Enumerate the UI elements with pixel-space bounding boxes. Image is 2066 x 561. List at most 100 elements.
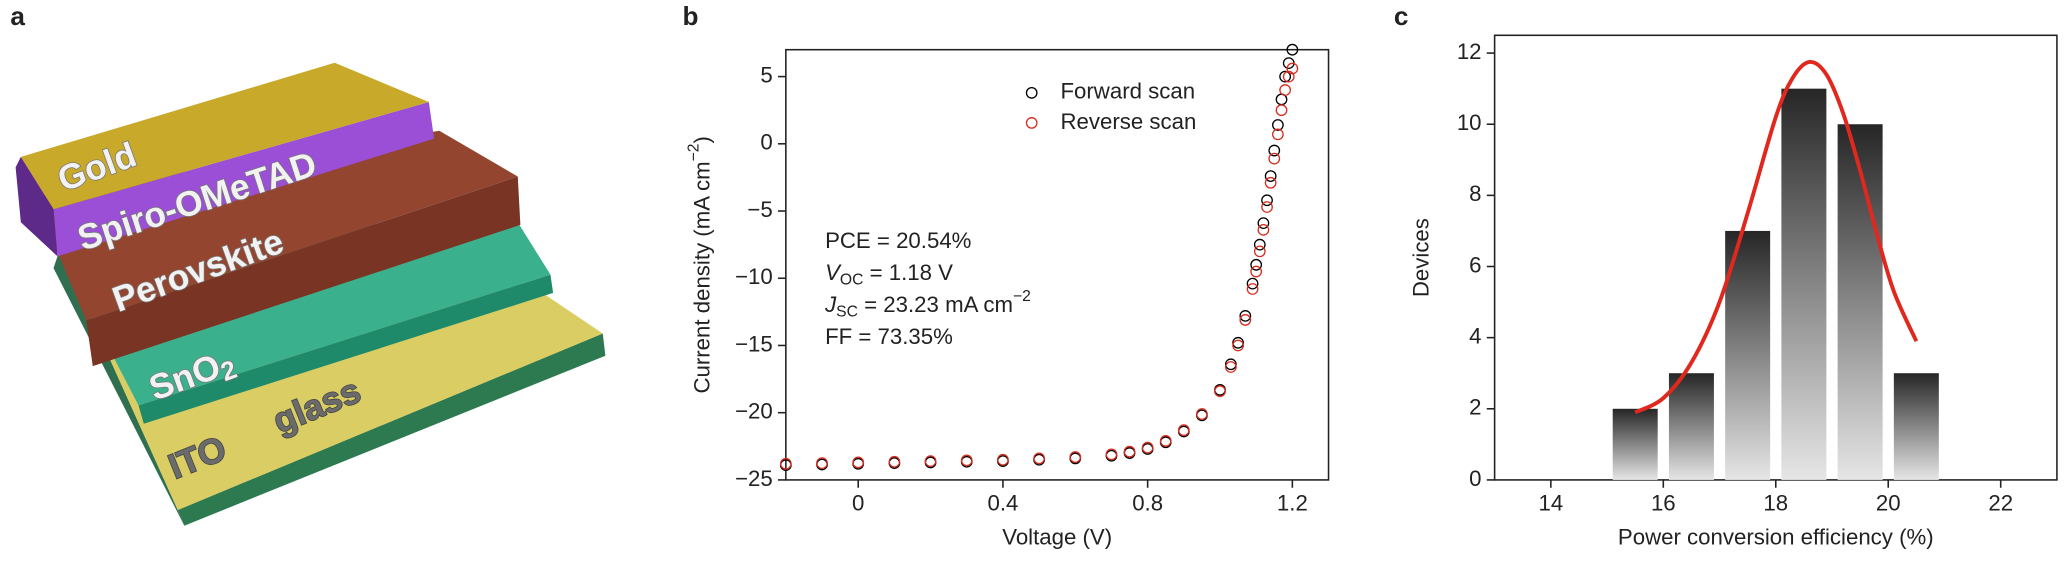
data-point — [1268, 152, 1281, 165]
data-point — [1275, 104, 1288, 117]
annotation-sub: SC — [836, 304, 858, 321]
x-tick-label: 0.8 — [1132, 491, 1163, 516]
x-tick-label: 16 — [1651, 491, 1676, 516]
y-axis-label: Current density (mA cm−2) — [685, 136, 714, 393]
y-tick-label: 0 — [1469, 466, 1481, 491]
data-point — [1257, 223, 1270, 236]
label-sup: −2 — [685, 144, 702, 162]
chart: c 0 2 4 6 8 10 12 14 16 18 20 22 Power conversion eff… — [1394, 1, 2058, 550]
data-point — [1261, 201, 1273, 213]
legend-label: Reverse scan — [1060, 109, 1196, 134]
data-point — [1177, 424, 1190, 437]
data-point — [1272, 128, 1284, 141]
y-tick-label: −15 — [735, 331, 773, 356]
x-tick-label: 14 — [1538, 491, 1563, 516]
illustration: a Gold Spiro-OMeTAD Perovskite SnO2 ITO … — [10, 1, 606, 526]
chart: b −25 −20 −15 −10 −5 0 5 0 0.4 0.8 1.2 Voltage (V) Cu… — [683, 1, 1330, 550]
annotation-sub: OC — [840, 272, 864, 289]
data-point — [1268, 144, 1281, 157]
histogram-bar — [1612, 408, 1658, 480]
histogram-bar — [1668, 373, 1714, 480]
data-point — [1232, 336, 1244, 349]
annotation-base: V — [825, 260, 842, 285]
data-point — [1123, 445, 1136, 458]
data-point — [1232, 339, 1244, 352]
panel-label: a — [10, 1, 25, 31]
y-tick-label: 0 — [760, 130, 772, 155]
annotation: PCE = 20.54% — [825, 228, 971, 253]
x-tick-label: 20 — [1876, 491, 1901, 516]
data-point — [1286, 43, 1299, 56]
histogram-bar — [1725, 230, 1771, 480]
x-tick-label: 18 — [1763, 491, 1788, 516]
data-point — [1214, 385, 1226, 398]
annotation-base: J — [824, 292, 837, 317]
y-tick-label: 2 — [1469, 395, 1481, 420]
histogram-bar — [1837, 124, 1883, 480]
data-point — [1196, 408, 1208, 420]
legend-marker — [1025, 86, 1038, 99]
annotation: JSC = 23.23 mA cm−2 — [824, 288, 1031, 321]
plot-frame — [1493, 34, 2058, 481]
annotation-sup: −2 — [1013, 288, 1031, 305]
x-tick-label: 0.4 — [987, 491, 1018, 516]
data-point — [1279, 70, 1292, 83]
data-point — [779, 457, 792, 470]
data-point — [1069, 451, 1082, 463]
label-end: ) — [689, 136, 714, 143]
y-tick-label: 6 — [1469, 252, 1481, 277]
data-point — [816, 457, 828, 470]
data-point — [1253, 238, 1266, 251]
data-point — [1286, 62, 1299, 75]
data-point — [1264, 170, 1277, 182]
y-tick-label: −25 — [735, 466, 773, 491]
data-point — [852, 456, 865, 469]
data-point — [1261, 194, 1273, 207]
legend-marker — [1025, 117, 1038, 129]
annotation-text: = 23.23 mA cm — [858, 292, 1013, 317]
data-point — [1264, 176, 1277, 189]
data-point — [1253, 245, 1266, 258]
data-point — [1105, 448, 1118, 461]
annotation-text: = 1.18 V — [863, 260, 953, 285]
data-point — [960, 454, 973, 467]
y-tick-label: −20 — [735, 399, 773, 424]
data-point — [1224, 358, 1237, 371]
data-point — [1141, 441, 1154, 454]
data-point — [924, 455, 937, 467]
fit-curve — [1634, 60, 1919, 415]
panel-label: b — [683, 1, 699, 31]
annotation-text: FF = 73.35% — [825, 324, 953, 349]
annotation-text: PCE = 20.54% — [825, 228, 971, 253]
annotation: VOC = 1.18 V — [825, 260, 953, 289]
y-axis-label: Devices — [1409, 218, 1434, 297]
stack-left — [15, 156, 58, 257]
data-point — [1224, 361, 1237, 373]
data-point — [1272, 119, 1284, 131]
x-tick-label: 1.2 — [1277, 491, 1308, 516]
data-point — [1239, 314, 1252, 326]
y-tick-label: 10 — [1457, 110, 1482, 135]
data-point — [997, 453, 1009, 466]
data-point — [1246, 283, 1259, 295]
y-tick-label: 5 — [760, 62, 772, 87]
histogram-bar — [1893, 373, 1939, 480]
x-tick-label: 0 — [852, 491, 864, 516]
y-tick-label: 12 — [1457, 39, 1482, 64]
data-point — [888, 455, 901, 468]
y-tick-label: 8 — [1469, 181, 1481, 206]
data-point — [1257, 217, 1270, 230]
data-point — [1279, 84, 1292, 96]
legend-label: Forward scan — [1060, 79, 1195, 104]
data-point — [1246, 277, 1259, 290]
spiro-front — [53, 102, 435, 257]
sno2-front — [138, 274, 554, 424]
x-axis-label: Power conversion efficiency (%) — [1618, 525, 1934, 550]
histogram-bar — [1781, 88, 1827, 480]
data-point — [1159, 435, 1172, 447]
y-tick-label: −10 — [735, 264, 773, 289]
perovskite-front — [86, 176, 521, 367]
x-axis-label: Voltage (V) — [1002, 525, 1112, 550]
